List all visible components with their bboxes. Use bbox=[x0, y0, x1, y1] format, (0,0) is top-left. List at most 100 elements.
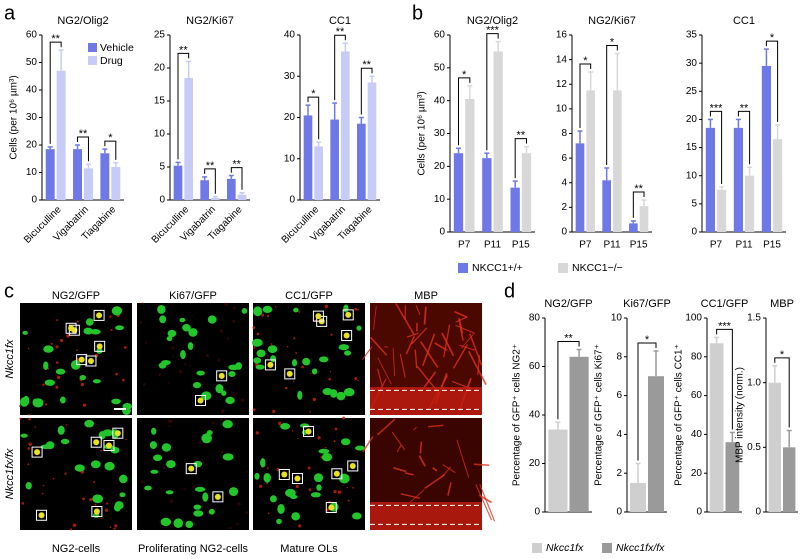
red-signal bbox=[252, 408, 256, 412]
gfp-cell bbox=[225, 396, 235, 405]
y-tick-label: 15 bbox=[686, 142, 698, 153]
chart-title: Ki67/GFP bbox=[623, 298, 671, 310]
red-signal bbox=[21, 502, 25, 505]
cell-box bbox=[278, 468, 290, 480]
bar bbox=[173, 165, 183, 200]
red-signal bbox=[224, 418, 227, 420]
bar bbox=[493, 51, 503, 232]
significance-bracket bbox=[230, 167, 243, 190]
red-signal bbox=[169, 419, 173, 423]
chart-title: CC1 bbox=[733, 15, 755, 27]
y-tick-label: 14 bbox=[556, 54, 568, 65]
red-signal bbox=[139, 320, 143, 324]
micrograph-background bbox=[253, 418, 365, 530]
legend-label: Vehicle bbox=[100, 42, 134, 54]
red-signal bbox=[352, 486, 355, 489]
legend-swatch bbox=[602, 543, 612, 553]
red-signal bbox=[211, 421, 215, 425]
gfp-cell bbox=[222, 419, 233, 429]
gfp-cell bbox=[45, 441, 55, 450]
fiber bbox=[423, 306, 427, 325]
bar bbox=[357, 123, 366, 200]
fiber bbox=[416, 365, 438, 392]
fiber bbox=[420, 341, 439, 368]
gfp-cell bbox=[161, 443, 172, 452]
gfp-cell bbox=[84, 419, 95, 428]
chart-title: NG2/Olig2 bbox=[57, 15, 108, 27]
y-tick-label: 2 bbox=[561, 202, 567, 213]
bar bbox=[725, 442, 740, 512]
gfp-cell bbox=[262, 305, 273, 314]
y-tick-label: 40 bbox=[529, 410, 541, 421]
bar bbox=[482, 158, 492, 232]
bar bbox=[56, 70, 66, 200]
red-signal bbox=[333, 490, 337, 494]
significance-label: ** bbox=[79, 128, 88, 140]
gfp-cell bbox=[254, 472, 260, 480]
fiber bbox=[377, 357, 392, 385]
fiber bbox=[469, 333, 483, 366]
significance-bracket bbox=[716, 328, 733, 430]
fiber bbox=[479, 484, 496, 522]
y-axis-label: Percentage of GFP⁺ cells Ki67⁺ bbox=[594, 344, 605, 486]
significance-label: ** bbox=[564, 332, 573, 344]
red-signal bbox=[226, 337, 230, 340]
gfp-cell bbox=[55, 368, 66, 375]
significance-bracket bbox=[637, 342, 657, 461]
gfp-cell bbox=[167, 329, 177, 338]
significance-bracket bbox=[774, 357, 790, 428]
y-tick-label: 40 bbox=[26, 85, 38, 96]
micrograph bbox=[362, 303, 487, 415]
cell-box bbox=[36, 509, 48, 521]
gfp-cell bbox=[193, 460, 203, 468]
red-signal bbox=[220, 410, 224, 414]
cell-box bbox=[112, 427, 124, 439]
red-signal bbox=[199, 441, 202, 444]
significance-bracket bbox=[334, 34, 346, 101]
red-signal bbox=[19, 417, 22, 420]
legend-swatch bbox=[558, 263, 568, 273]
legend-label: NKCC1−/− bbox=[572, 262, 623, 274]
red-signal bbox=[354, 377, 358, 381]
significance-bracket bbox=[307, 96, 320, 140]
red-signal bbox=[140, 480, 144, 484]
significance-label: ** bbox=[336, 26, 345, 38]
fiber bbox=[459, 344, 476, 351]
red-signal bbox=[76, 320, 79, 323]
fiber bbox=[373, 306, 377, 330]
x-tick-label: P7 bbox=[710, 240, 723, 251]
micrograph-column-title: NG2/GFP bbox=[52, 290, 100, 302]
colocalized-cell bbox=[96, 343, 103, 350]
red-signal bbox=[44, 403, 48, 406]
cell-box bbox=[325, 501, 337, 513]
y-tick-label: 16 bbox=[556, 30, 568, 41]
red-signal bbox=[284, 386, 288, 390]
red-signal bbox=[50, 342, 53, 345]
fiber bbox=[478, 494, 493, 504]
red-signal bbox=[70, 528, 73, 531]
significance-label: * bbox=[108, 132, 113, 144]
bar bbox=[184, 77, 193, 200]
significance-label: ** bbox=[740, 102, 749, 114]
legend-swatch bbox=[88, 56, 97, 65]
bar bbox=[717, 189, 727, 232]
fiber bbox=[456, 439, 470, 478]
gfp-cell bbox=[74, 464, 85, 472]
micrograph-background bbox=[137, 303, 249, 415]
y-tick-label: 10 bbox=[284, 153, 296, 164]
red-signal bbox=[236, 522, 239, 526]
bar bbox=[84, 168, 93, 200]
y-tick-label: 60 bbox=[434, 30, 446, 41]
gfp-cell bbox=[173, 518, 184, 529]
fiber bbox=[443, 324, 451, 358]
red-signal bbox=[144, 341, 147, 344]
colocalized-cell bbox=[114, 430, 121, 437]
gfp-cell bbox=[60, 438, 70, 445]
cell-box bbox=[291, 473, 303, 485]
cell-box bbox=[212, 491, 224, 503]
micrograph bbox=[19, 417, 132, 531]
fiber bbox=[421, 333, 436, 367]
cell-box bbox=[94, 340, 106, 352]
micrograph-caption: Proliferating NG2-cells bbox=[138, 543, 249, 555]
gfp-cell bbox=[311, 368, 318, 375]
